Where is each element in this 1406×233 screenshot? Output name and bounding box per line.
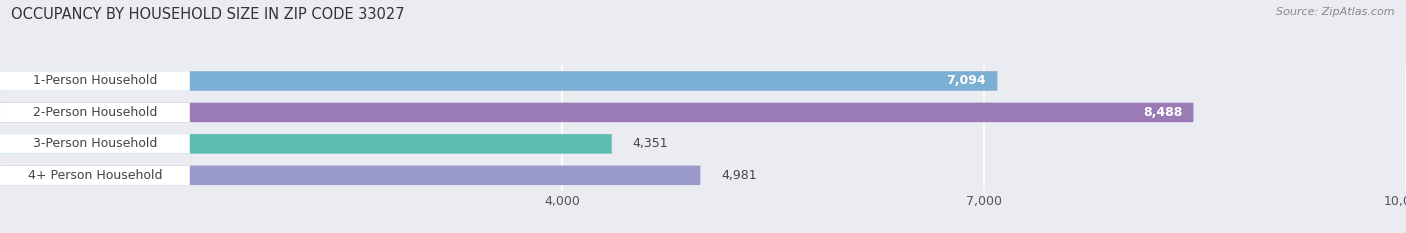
Text: 2-Person Household: 2-Person Household [32, 106, 157, 119]
FancyBboxPatch shape [0, 71, 190, 91]
Text: 1-Person Household: 1-Person Household [32, 75, 157, 87]
Text: 7,094: 7,094 [946, 75, 986, 87]
FancyBboxPatch shape [0, 166, 700, 185]
FancyBboxPatch shape [0, 71, 997, 91]
Text: 4,351: 4,351 [633, 137, 668, 150]
FancyBboxPatch shape [0, 103, 1194, 122]
FancyBboxPatch shape [0, 134, 190, 154]
FancyBboxPatch shape [0, 103, 190, 122]
Text: 4,981: 4,981 [721, 169, 756, 182]
FancyBboxPatch shape [0, 166, 190, 185]
FancyBboxPatch shape [0, 134, 612, 154]
Text: 3-Person Household: 3-Person Household [32, 137, 157, 150]
Text: Source: ZipAtlas.com: Source: ZipAtlas.com [1277, 7, 1395, 17]
Text: 4+ Person Household: 4+ Person Household [28, 169, 162, 182]
Text: OCCUPANCY BY HOUSEHOLD SIZE IN ZIP CODE 33027: OCCUPANCY BY HOUSEHOLD SIZE IN ZIP CODE … [11, 7, 405, 22]
Text: 8,488: 8,488 [1143, 106, 1182, 119]
